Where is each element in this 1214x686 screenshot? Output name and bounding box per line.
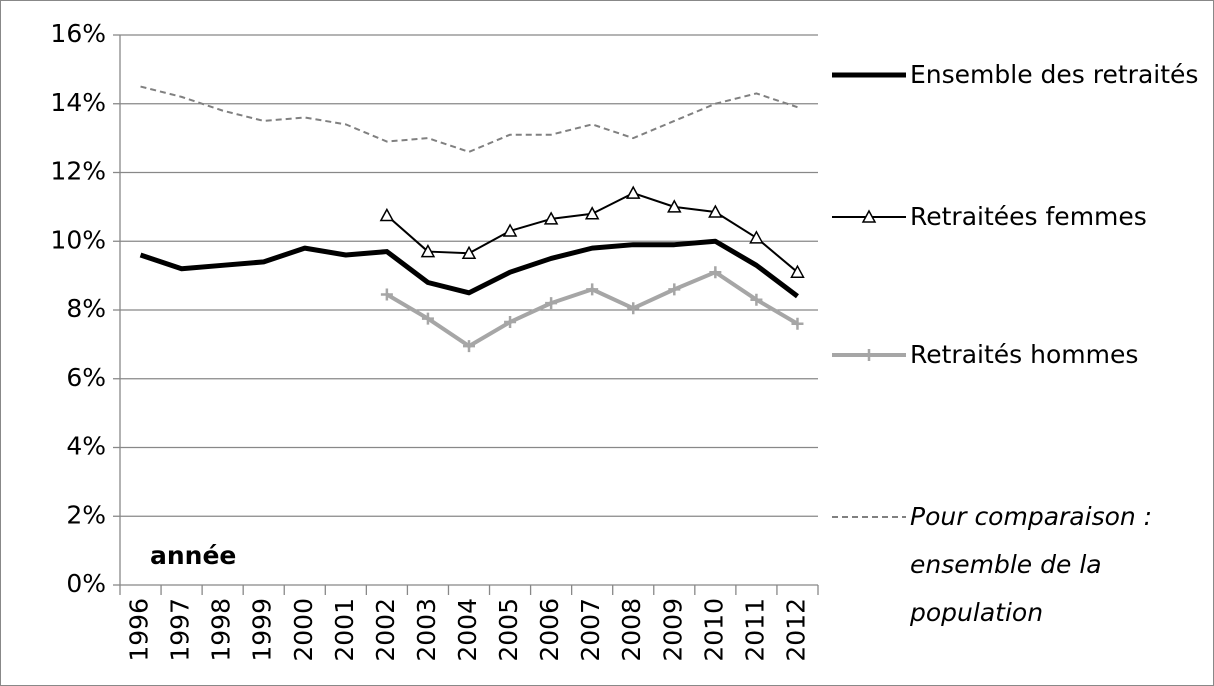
legend-label: Retraitées femmes bbox=[910, 202, 1147, 231]
marker bbox=[586, 283, 599, 296]
x-tick-label: 1999 bbox=[248, 598, 277, 662]
x-tick-label: 2009 bbox=[658, 598, 687, 662]
y-tick-label: 0% bbox=[66, 569, 106, 598]
x-tick-label: 2011 bbox=[740, 598, 769, 662]
x-tick-label: 2012 bbox=[781, 598, 810, 662]
y-tick-label: 2% bbox=[66, 500, 106, 529]
marker bbox=[543, 211, 559, 225]
marker bbox=[709, 266, 722, 279]
x-tick-label: 2007 bbox=[576, 598, 605, 662]
marker bbox=[750, 293, 763, 306]
y-tick-label: 8% bbox=[66, 294, 106, 323]
marker bbox=[463, 340, 475, 353]
marker bbox=[545, 297, 558, 310]
series-line bbox=[139, 238, 799, 299]
x-tick-label: 2010 bbox=[699, 598, 728, 662]
marker bbox=[504, 316, 517, 329]
y-tick-label: 16% bbox=[50, 19, 106, 48]
marker bbox=[749, 230, 764, 244]
marker bbox=[791, 317, 804, 330]
marker bbox=[668, 283, 681, 296]
marker bbox=[379, 207, 395, 222]
annotation: année bbox=[150, 541, 236, 570]
marker bbox=[461, 245, 477, 260]
marker bbox=[790, 264, 805, 278]
legend-label: Retraités hommes bbox=[910, 340, 1139, 369]
y-tick-label: 12% bbox=[50, 157, 106, 186]
x-tick-label: 2005 bbox=[494, 598, 523, 662]
y-tick-label: 10% bbox=[50, 225, 106, 254]
marker bbox=[421, 312, 434, 325]
y-tick-label: 6% bbox=[66, 363, 106, 392]
marker bbox=[861, 209, 877, 223]
x-tick-label: 2002 bbox=[371, 598, 400, 662]
marker bbox=[667, 199, 682, 213]
marker bbox=[420, 243, 436, 258]
marker bbox=[625, 185, 641, 199]
x-tick-label: 2006 bbox=[535, 598, 564, 662]
x-tick-label: 2000 bbox=[289, 598, 318, 662]
marker bbox=[502, 223, 518, 237]
marker bbox=[708, 204, 723, 218]
marker bbox=[863, 349, 875, 361]
marker bbox=[380, 288, 393, 301]
x-tick-label: 1998 bbox=[207, 598, 236, 662]
series-line bbox=[386, 192, 799, 273]
x-tick-label: 1997 bbox=[166, 598, 195, 662]
marker bbox=[584, 206, 600, 220]
legend-label: Pour comparaison : ensemble de la popula… bbox=[910, 502, 1153, 627]
x-tick-label: 2001 bbox=[330, 598, 359, 662]
x-tick-label: 1996 bbox=[125, 598, 154, 662]
series-line bbox=[140, 85, 798, 153]
x-tick-label: 2003 bbox=[412, 598, 441, 662]
marker bbox=[627, 302, 640, 315]
x-tick-label: 2008 bbox=[617, 598, 646, 662]
y-tick-label: 14% bbox=[50, 88, 106, 117]
y-tick-label: 4% bbox=[66, 432, 106, 461]
series-line bbox=[385, 270, 799, 349]
legend-label: Ensemble des retraités bbox=[910, 60, 1199, 89]
x-tick-label: 2004 bbox=[453, 598, 482, 662]
